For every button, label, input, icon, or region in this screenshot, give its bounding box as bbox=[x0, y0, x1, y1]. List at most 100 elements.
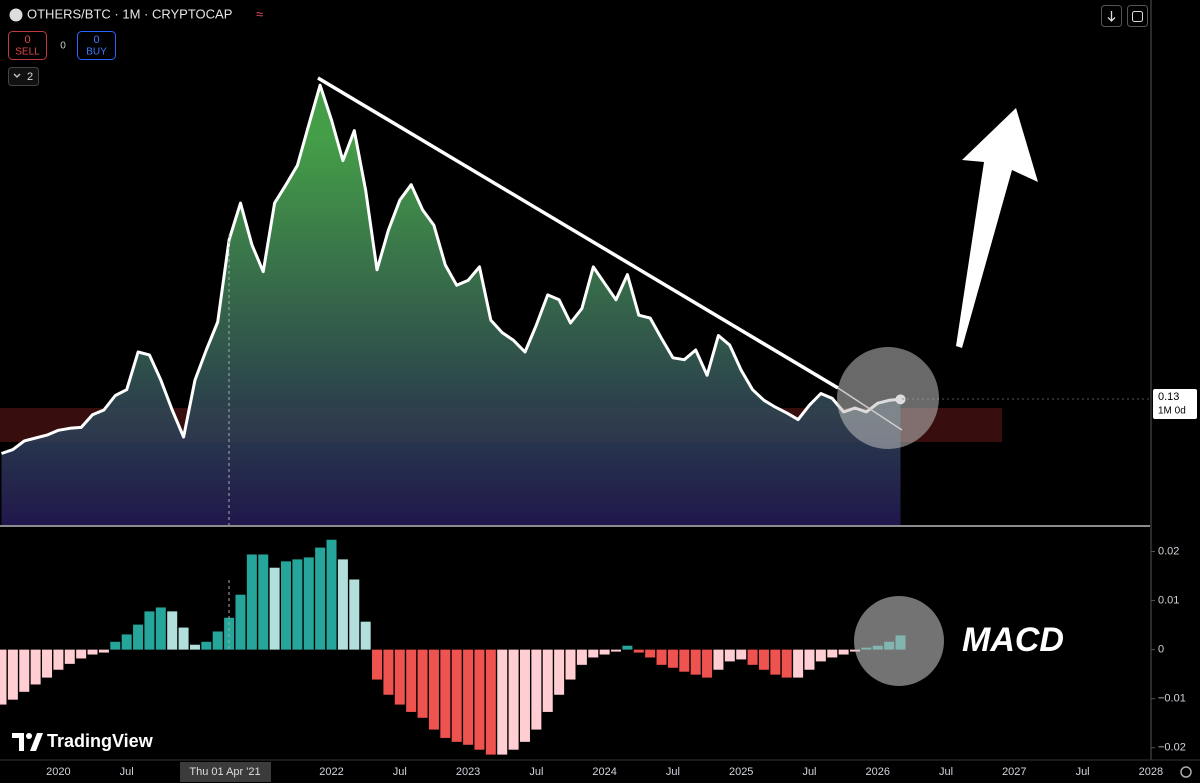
sell-price: 0 bbox=[24, 34, 30, 46]
sell-label: SELL bbox=[15, 47, 40, 58]
buy-price: 0 bbox=[93, 34, 99, 46]
last-price: 0.13 bbox=[1158, 391, 1179, 403]
price-line bbox=[1, 83, 901, 455]
logo-mark bbox=[26, 733, 32, 739]
time-tick-label: 2027 bbox=[1002, 766, 1026, 778]
y-tick-label: −0.01 bbox=[1158, 693, 1186, 705]
indicators-count: 2 bbox=[27, 71, 33, 83]
time-tick-label: 2020 bbox=[46, 766, 70, 778]
macd-bar bbox=[303, 557, 314, 650]
y-tick-label: −0.02 bbox=[1158, 742, 1186, 754]
macd-bar bbox=[19, 649, 30, 692]
tradingview-logo bbox=[12, 733, 43, 751]
macd-bar bbox=[98, 649, 109, 653]
sell-button[interactable] bbox=[8, 31, 47, 60]
macd-bar bbox=[542, 649, 553, 712]
watermark: TradingView bbox=[47, 731, 154, 751]
time-tick-label: Jul bbox=[802, 766, 816, 778]
macd-bar bbox=[497, 649, 508, 755]
macd-bar bbox=[770, 649, 781, 675]
buy-label: BUY bbox=[86, 47, 107, 58]
macd-bar bbox=[224, 617, 235, 650]
time-tick-label: Jul bbox=[529, 766, 543, 778]
macd-bar bbox=[155, 607, 166, 650]
fullscreen-button[interactable] bbox=[1127, 5, 1148, 27]
crosshair-label: Thu 01 Apr '21 bbox=[189, 766, 260, 778]
macd-bar bbox=[64, 649, 75, 664]
macd-bar bbox=[724, 649, 735, 662]
macd-bar bbox=[87, 649, 98, 655]
logo-mark bbox=[12, 733, 24, 751]
macd-bar bbox=[281, 561, 291, 650]
macd-bar bbox=[850, 649, 860, 652]
time-tick-label: 2022 bbox=[319, 766, 343, 778]
macd-bar bbox=[576, 649, 587, 665]
settings-icon[interactable] bbox=[1180, 766, 1192, 778]
symbol-title[interactable]: OTHERS/BTC · 1M · CRYPTOCAP bbox=[27, 6, 232, 21]
macd-bar bbox=[76, 649, 87, 659]
macd-bar bbox=[827, 649, 838, 658]
macd-bar bbox=[531, 649, 542, 730]
macd-bar bbox=[428, 649, 439, 730]
crosshair-label-box bbox=[180, 762, 271, 782]
highlight-circle bbox=[837, 347, 939, 449]
macd-bar bbox=[7, 649, 18, 700]
time-tick-label: 2026 bbox=[866, 766, 890, 778]
macd-bar bbox=[758, 649, 769, 670]
macd-bar bbox=[781, 649, 792, 678]
macd-bar bbox=[736, 649, 747, 660]
macd-bar bbox=[815, 649, 826, 662]
time-tick-label: 2024 bbox=[592, 766, 616, 778]
y-tick-label: 0.02 bbox=[1158, 545, 1179, 557]
macd-bar bbox=[622, 645, 633, 650]
drawings: MACD bbox=[228, 76, 1150, 686]
macd-bar bbox=[144, 611, 155, 650]
macd-bar bbox=[394, 649, 405, 705]
macd-bar bbox=[178, 627, 189, 650]
download-icon bbox=[1107, 11, 1116, 22]
macd-bar bbox=[212, 631, 223, 650]
macd-bar bbox=[110, 641, 121, 650]
buy-button[interactable] bbox=[77, 31, 116, 60]
y-tick-label: 0 bbox=[1158, 644, 1164, 656]
macd-bar bbox=[645, 649, 656, 658]
macd-bar bbox=[246, 554, 257, 650]
macd-bar bbox=[315, 547, 326, 650]
macd-bar bbox=[565, 649, 576, 680]
annotation: MACD bbox=[962, 621, 1064, 659]
chevron-icon bbox=[13, 73, 21, 78]
macd-bar bbox=[440, 649, 451, 738]
macd-bar bbox=[189, 644, 200, 650]
macd-bar bbox=[838, 649, 849, 655]
indicators-toggle[interactable] bbox=[8, 67, 39, 86]
macd-bar bbox=[793, 649, 804, 678]
macd-bar bbox=[235, 594, 246, 650]
macd-bar bbox=[201, 641, 212, 650]
macd-bar bbox=[406, 649, 417, 712]
symbol-icon bbox=[9, 8, 23, 22]
macd-bar bbox=[417, 649, 428, 718]
macd-bar bbox=[292, 559, 303, 650]
macd-bar bbox=[372, 649, 383, 680]
macd-bar bbox=[269, 567, 280, 650]
time-tick-label: Jul bbox=[1076, 766, 1090, 778]
time-tick-label: 2025 bbox=[729, 766, 753, 778]
macd-bar bbox=[679, 649, 690, 672]
macd-bar bbox=[633, 649, 644, 653]
macd-bar bbox=[383, 649, 394, 695]
time-tick-label: 2023 bbox=[456, 766, 480, 778]
time-tick-label: 2028 bbox=[1139, 766, 1163, 778]
highlight-circle bbox=[854, 596, 944, 686]
trend-line bbox=[317, 76, 839, 390]
macd-bar bbox=[121, 634, 132, 650]
macd-bar bbox=[30, 649, 41, 685]
macd-bar bbox=[713, 649, 724, 670]
macd-bar bbox=[451, 649, 462, 742]
up-arrow bbox=[956, 108, 1038, 348]
macd-bar bbox=[360, 621, 371, 650]
macd-histogram bbox=[0, 539, 906, 755]
macd-bar bbox=[611, 649, 622, 652]
data-status-icon: ≈ bbox=[256, 6, 263, 21]
price-pane bbox=[0, 83, 1002, 525]
macd-bar bbox=[326, 539, 337, 650]
